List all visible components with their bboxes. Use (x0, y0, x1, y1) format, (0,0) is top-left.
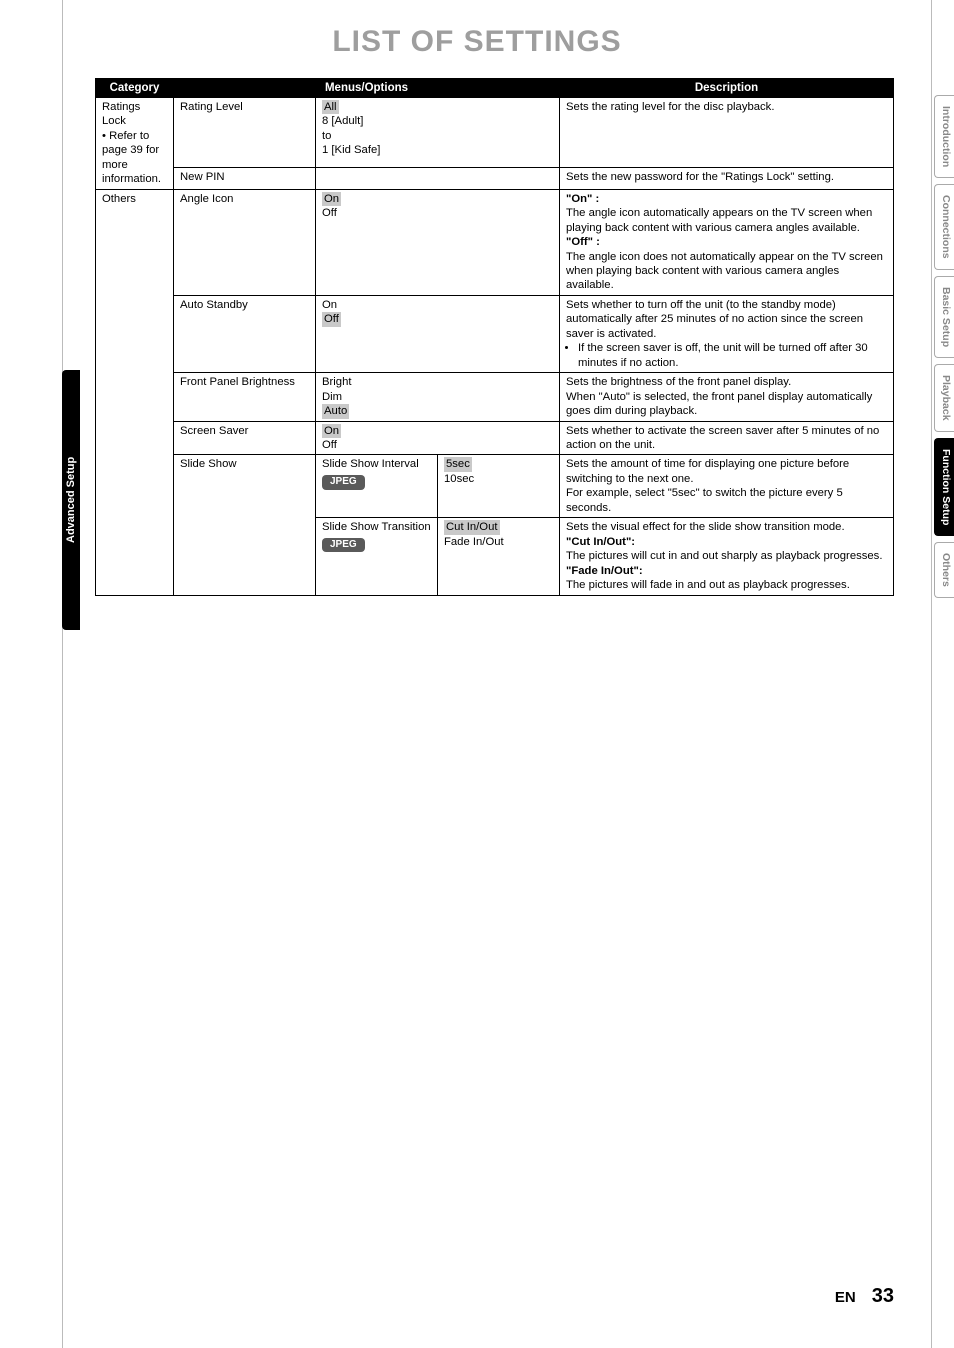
side-tab[interactable]: Introduction (934, 95, 954, 178)
cell-description: Sets the rating level for the disc playb… (560, 98, 894, 168)
cell-menu: New PIN (174, 168, 316, 190)
th-desc: Description (560, 79, 894, 98)
page-border-right (931, 0, 932, 1348)
page-number: EN 33 (835, 1285, 894, 1308)
cell-options: OnOff (316, 421, 560, 455)
cell-values: Cut In/OutFade In/Out (438, 518, 560, 595)
cell-description: Sets whether to activate the screen save… (560, 421, 894, 455)
cell-options: OnOff (316, 189, 560, 295)
cell-menu: Auto Standby (174, 295, 316, 372)
th-menus: Menus/Options (174, 79, 560, 98)
cell-description: Sets the new password for the "Ratings L… (560, 168, 894, 190)
left-section-tab: Advanced Setup (62, 370, 80, 630)
cell-category: Others (96, 189, 174, 595)
cell-menu: Screen Saver (174, 421, 316, 455)
page-title: LIST OF SETTINGS (0, 25, 954, 59)
cell-menu: Slide Show (174, 455, 316, 595)
page-lang: EN (835, 1289, 856, 1306)
cell-menu: Rating Level (174, 98, 316, 168)
th-category: Category (96, 79, 174, 98)
side-tabs: Introduction Connections Basic Setup Playba… (934, 95, 954, 598)
cell-description: Sets the brightness of the front panel d… (560, 373, 894, 421)
page-no: 33 (872, 1285, 894, 1307)
cell-category: Ratings Lock• Refer to page 39 for more … (96, 98, 174, 190)
side-tab[interactable]: Basic Setup (934, 276, 954, 358)
cell-options: OnOff (316, 295, 560, 372)
side-tab[interactable]: Others (934, 542, 954, 598)
cell-description: Sets whether to turn off the unit (to th… (560, 295, 894, 372)
cell-submenu: Slide Show TransitionJPEG (316, 518, 438, 595)
cell-submenu: Slide Show IntervalJPEG (316, 455, 438, 518)
cell-values: 5sec10sec (438, 455, 560, 518)
cell-description: Sets the visual effect for the slide sho… (560, 518, 894, 595)
cell-options (316, 168, 560, 190)
settings-table: Category Menus/Options Description Ratin… (95, 78, 894, 596)
page-border-left (62, 0, 63, 1348)
cell-menu: Angle Icon (174, 189, 316, 295)
cell-description: Sets the amount of time for displaying o… (560, 455, 894, 518)
cell-options: BrightDimAuto (316, 373, 560, 421)
side-tab[interactable]: Function Setup (934, 438, 954, 536)
cell-menu: Front Panel Brightness (174, 373, 316, 421)
side-tab[interactable]: Playback (934, 364, 954, 432)
cell-description: "On" :The angle icon automatically appea… (560, 189, 894, 295)
cell-options: All8 [Adult]to1 [Kid Safe] (316, 98, 560, 168)
side-tab[interactable]: Connections (934, 184, 954, 270)
